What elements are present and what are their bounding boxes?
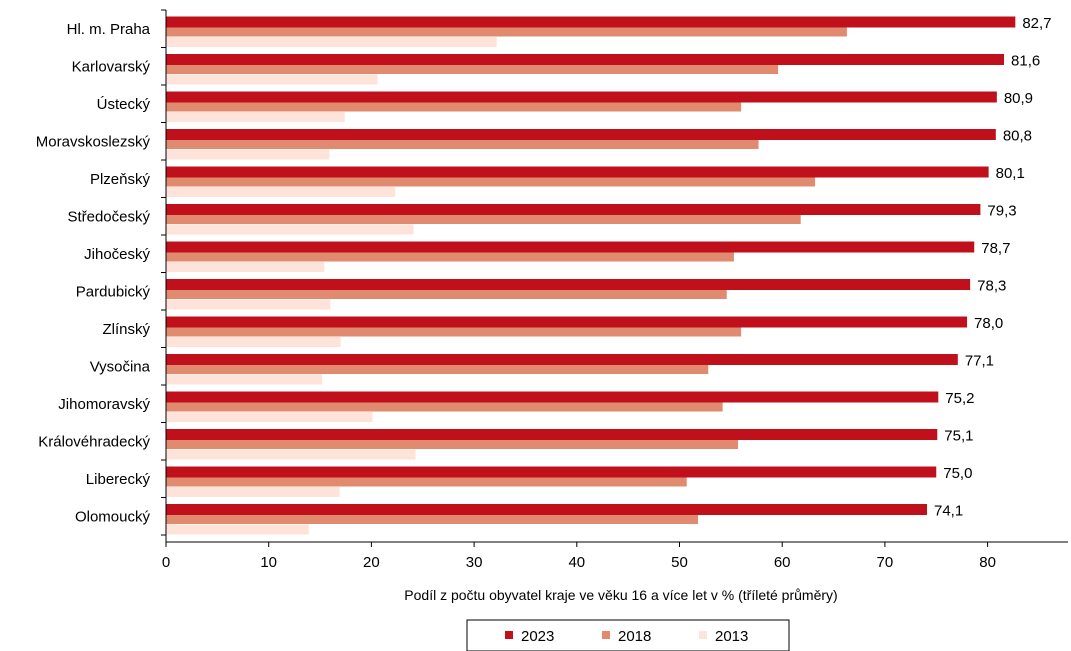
bar-2023 (166, 166, 989, 178)
data-label: 75,0 (943, 465, 972, 482)
data-label: 75,1 (944, 428, 973, 445)
data-label: 82,7 (1022, 15, 1051, 32)
bar-2018 (166, 252, 734, 262)
bar-2018 (166, 177, 816, 187)
category-label: Jihočeský (84, 246, 150, 263)
bar-2023 (166, 204, 981, 215)
bar-2023 (166, 129, 996, 140)
category-label: Středočeský (67, 209, 150, 226)
bar-2013 (166, 487, 340, 497)
category-label: Vysočina (90, 359, 151, 376)
data-label: 80,8 (1003, 128, 1032, 145)
x-axis-title: Podíl z počtu obyvatel kraje ve věku 16 … (404, 587, 837, 603)
bar-2023 (166, 391, 939, 403)
bar-2013 (166, 224, 414, 235)
data-label: 75,2 (945, 390, 974, 407)
category-label: Plzeňský (90, 171, 151, 188)
bar-2018 (166, 327, 742, 337)
bar-2018 (166, 477, 687, 487)
bar-2018 (166, 365, 709, 374)
bar-2013 (166, 262, 325, 272)
bar-2018 (166, 440, 739, 449)
bar-2023 (166, 54, 1005, 65)
bar-2023 (166, 504, 928, 515)
bar-2023 (166, 466, 937, 478)
category-label: Hl. m. Praha (67, 21, 151, 38)
data-label: 77,1 (965, 353, 994, 370)
legend-box (466, 619, 790, 651)
x-tick-label: 10 (260, 554, 277, 571)
category-label: Pardubický (76, 284, 151, 301)
data-label: 78,7 (981, 240, 1010, 257)
bar-2023 (166, 354, 958, 365)
category-label: Zlínský (102, 321, 150, 338)
bar-2013 (166, 37, 497, 47)
bar-2023 (166, 279, 971, 290)
bar-2013 (166, 449, 416, 460)
x-tick-label: 0 (162, 554, 170, 571)
data-label: 80,1 (996, 165, 1025, 182)
category-label: Karlovarský (72, 59, 151, 76)
bar-2018 (166, 140, 759, 149)
bar-2013 (166, 74, 378, 85)
bar-2013 (166, 112, 345, 122)
category-label: Olomoucký (75, 509, 151, 526)
legend-swatch-2023 (505, 631, 513, 639)
bar-2023 (166, 316, 968, 328)
bar-2013 (166, 337, 341, 347)
x-tick-label: 50 (671, 554, 688, 571)
legend: 2023 2018 2013 (466, 619, 790, 651)
data-label: 78,3 (977, 278, 1006, 295)
category-label: Moravskoslezský (36, 134, 151, 151)
bar-2013 (166, 374, 323, 385)
data-label: 81,6 (1011, 53, 1040, 70)
bar-2023 (166, 16, 1016, 28)
bar-2018 (166, 27, 847, 37)
bar-2018 (166, 402, 723, 412)
category-label: Ústecký (97, 96, 151, 113)
bar-2013 (166, 524, 309, 535)
x-tick-label: 70 (877, 554, 894, 571)
x-tick-label: 60 (774, 554, 791, 571)
legend-label-2018: 2018 (618, 628, 651, 645)
legend-label-2023: 2023 (521, 628, 554, 645)
x-tick-label: 40 (568, 554, 585, 571)
legend-swatch-2018 (602, 631, 610, 639)
data-label: 74,1 (934, 503, 963, 520)
bar-2018 (166, 215, 801, 224)
bar-2013 (166, 299, 331, 310)
data-label: 78,0 (974, 315, 1003, 332)
bar-2018 (166, 515, 698, 524)
bar-2013 (166, 149, 330, 160)
bar-2023 (166, 91, 997, 103)
bar-2018 (166, 65, 779, 74)
category-label: Jihomoravský (58, 396, 150, 413)
x-tick-label: 30 (466, 554, 483, 571)
bar-2013 (166, 187, 396, 197)
x-tick-label: 80 (979, 554, 996, 571)
labels-group: Hl. m. Praha 82,7 Karlovarský 81,6 Ústecký 80… (36, 15, 1052, 526)
data-label: 80,9 (1004, 90, 1033, 107)
axes-group: 0 10 20 30 40 50 60 70 80 (161, 9, 1068, 571)
bar-2013 (166, 412, 373, 422)
bar-2018 (166, 290, 727, 299)
legend-label-2013: 2013 (715, 628, 748, 645)
category-label: Liberecký (86, 471, 151, 488)
x-tick-label: 20 (363, 554, 380, 571)
legend-swatch-2013 (699, 631, 707, 639)
bar-2023 (166, 241, 975, 253)
data-label: 79,3 (987, 203, 1016, 220)
bar-2023 (166, 429, 938, 440)
bars-group (166, 16, 1016, 535)
category-label: Královéhradecký (38, 434, 150, 451)
bar-2018 (166, 102, 742, 112)
